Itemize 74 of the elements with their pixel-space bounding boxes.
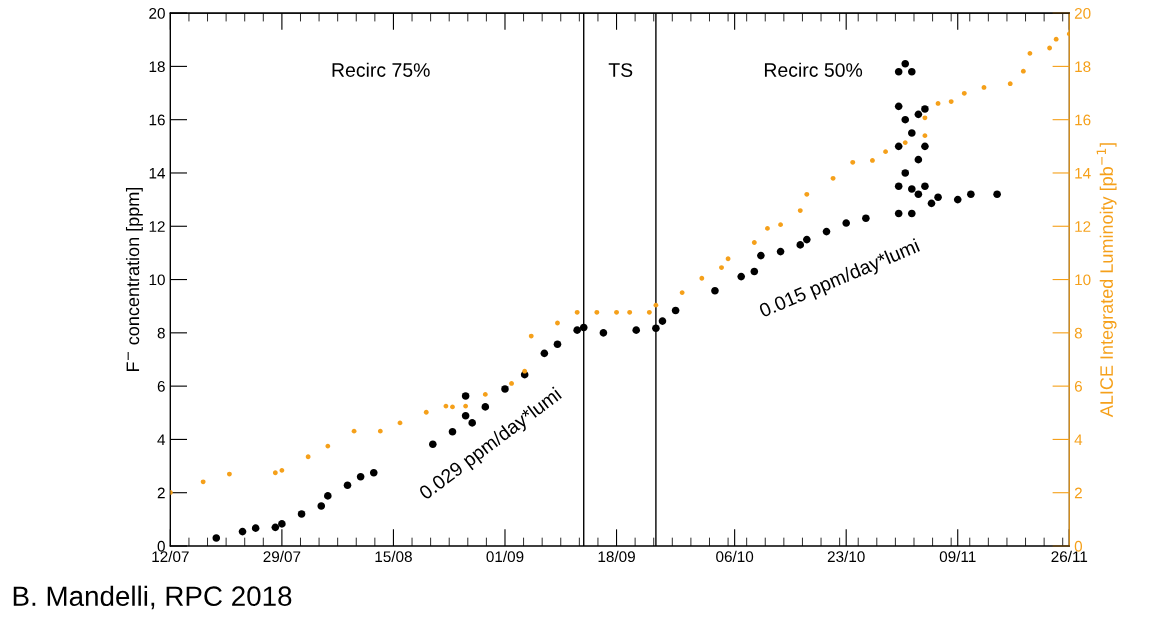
- point: [1027, 50, 1033, 56]
- y-tick-label: 14: [149, 168, 166, 179]
- text: B. Mandelli, RPC 2018: [13, 585, 292, 610]
- point: [423, 409, 429, 415]
- point: [922, 133, 928, 139]
- x-tick-label: 06/10: [716, 550, 754, 563]
- annotation: Recirc 75%: [332, 62, 430, 77]
- y-tick-label: 2: [157, 487, 165, 499]
- y-tick-label: 8: [157, 327, 165, 339]
- point: [751, 240, 757, 245]
- point: [614, 309, 619, 315]
- y-tick-label: 12: [149, 221, 165, 232]
- y2-tick-label: 16: [1075, 114, 1091, 126]
- y-tick-label: 20: [149, 7, 165, 19]
- point: [765, 225, 770, 231]
- point: [272, 470, 278, 476]
- y-tick-label: 18: [149, 61, 165, 73]
- point: [830, 175, 836, 181]
- y2-tick-label: 2: [1074, 487, 1082, 499]
- y2-tick-label: 20: [1074, 7, 1091, 19]
- point: [1053, 36, 1059, 42]
- y2-tick-label: 14: [1075, 168, 1091, 179]
- x-tick-label: 18/09: [598, 550, 635, 563]
- point: [902, 140, 908, 145]
- y2-tick-label: 8: [1074, 327, 1082, 339]
- point: [719, 265, 724, 270]
- x-tick-label: 23/10: [827, 550, 865, 563]
- point: [279, 467, 285, 473]
- y-tick-label: 16: [149, 114, 165, 126]
- y2-tick-label: 6: [1074, 381, 1082, 392]
- point: [509, 381, 514, 386]
- y-axis-title: F$^{−}$ concentration [ppm]: [125, 187, 143, 372]
- point: [200, 479, 206, 485]
- point: [679, 290, 685, 296]
- point: [377, 428, 383, 434]
- point: [305, 454, 311, 460]
- y2-tick-label: 12: [1075, 221, 1091, 232]
- point: [804, 191, 810, 197]
- annotation: Recirc 50%: [764, 62, 863, 77]
- y-tick-label: 4: [157, 434, 166, 445]
- y2-tick-label: 4: [1074, 434, 1083, 445]
- x-tick-label: 01/09: [486, 550, 524, 563]
- annotation: TS: [608, 63, 633, 77]
- point: [870, 158, 875, 163]
- point: [574, 309, 580, 315]
- point: [699, 275, 705, 281]
- point: [922, 115, 928, 121]
- point: [646, 309, 652, 315]
- point: [1007, 81, 1013, 87]
- point: [725, 256, 731, 262]
- point: [778, 222, 783, 228]
- point: [594, 309, 600, 315]
- x-tick-label: 26/11: [1051, 550, 1088, 563]
- point: [1020, 68, 1026, 74]
- point: [850, 159, 856, 165]
- x-tick-label: 09/11: [939, 550, 976, 563]
- point: [961, 90, 967, 96]
- y2-tick-label: 18: [1075, 61, 1091, 73]
- point: [948, 99, 954, 104]
- point: [627, 309, 633, 315]
- point: [797, 208, 803, 213]
- point: [528, 333, 534, 339]
- y2-tick-label: 0: [1074, 540, 1083, 552]
- point: [883, 149, 888, 155]
- x-tick-label: 29/07: [263, 550, 301, 563]
- y-tick-label: 0: [157, 540, 165, 552]
- x-tick-label: 12/07: [152, 550, 189, 563]
- y-tick-label: 10: [149, 274, 165, 286]
- y2-axis-title: ALICE Integrated Luminoity [pb$^{−1}$]: [1096, 143, 1117, 418]
- y2-tick-label: 10: [1075, 274, 1091, 286]
- x-tick-label: 15/08: [375, 550, 412, 563]
- point: [522, 368, 528, 374]
- point: [325, 443, 331, 449]
- y-tick-label: 6: [157, 381, 165, 392]
